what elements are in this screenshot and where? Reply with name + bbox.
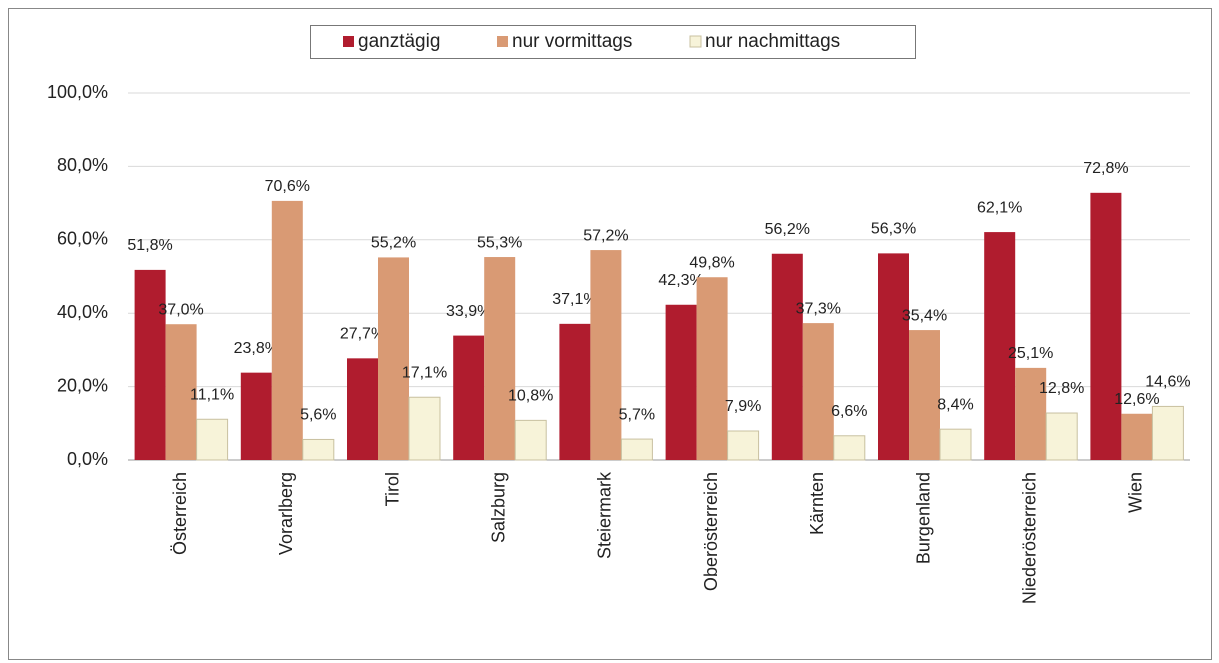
- value-label: 27,7%: [340, 326, 385, 343]
- x-tick-label: Tirol: [382, 472, 402, 506]
- legend-label: nur nachmittags: [705, 31, 840, 52]
- bar: [833, 435, 866, 461]
- bar: [1090, 192, 1122, 460]
- value-label: 33,9%: [446, 303, 491, 320]
- y-tick-label: 100,0%: [47, 82, 108, 102]
- bar: [727, 430, 760, 461]
- x-tick-label: Oberösterreich: [701, 472, 721, 591]
- value-label: 55,3%: [477, 234, 522, 251]
- legend-swatch: [689, 35, 702, 48]
- bar: [1045, 412, 1078, 461]
- bar: [559, 323, 591, 460]
- value-label: 25,1%: [1008, 345, 1053, 362]
- legend-swatch: [343, 36, 354, 47]
- value-label: 17,1%: [402, 364, 447, 381]
- y-tick-label: 60,0%: [57, 229, 108, 249]
- bar: [802, 323, 834, 460]
- legend-swatch: [497, 36, 508, 47]
- value-label: 56,3%: [871, 221, 916, 238]
- value-label: 49,8%: [689, 254, 734, 271]
- bar: [771, 253, 803, 460]
- x-tick-label: Kärnten: [807, 472, 827, 535]
- y-tick-label: 40,0%: [57, 302, 108, 322]
- legend-label: ganztägig: [358, 31, 440, 52]
- value-label: 35,4%: [902, 307, 947, 324]
- value-label: 11,1%: [190, 386, 234, 403]
- bar: [302, 438, 335, 461]
- bar: [484, 257, 516, 460]
- x-tick-label: Niederösterreich: [1019, 472, 1039, 604]
- bar: [271, 200, 303, 460]
- x-tick-label: Burgenland: [913, 472, 933, 564]
- bar: [909, 330, 940, 460]
- legend-box: [310, 25, 916, 59]
- value-label: 8,4%: [937, 396, 973, 413]
- bar: [165, 324, 197, 460]
- value-label: 72,8%: [1083, 160, 1128, 177]
- value-label: 14,6%: [1145, 374, 1190, 391]
- value-label: 6,6%: [831, 403, 867, 420]
- bar: [1015, 367, 1047, 460]
- legend-label: nur vormittags: [512, 31, 632, 52]
- value-label: 37,1%: [552, 291, 597, 308]
- bar: [590, 250, 622, 460]
- bar: [665, 304, 697, 460]
- bar: [196, 418, 229, 461]
- bar: [453, 335, 485, 460]
- bar: [984, 232, 1016, 460]
- value-label: 7,9%: [725, 398, 761, 415]
- bar: [347, 358, 378, 460]
- bar: [620, 438, 653, 461]
- x-tick-label: Wien: [1126, 472, 1146, 513]
- value-label: 10,8%: [508, 388, 553, 405]
- value-label: 62,1%: [977, 199, 1022, 216]
- value-label: 23,8%: [234, 340, 279, 357]
- x-tick-label: Österreich: [170, 472, 190, 555]
- value-label: 37,3%: [796, 300, 841, 317]
- value-label: 5,6%: [300, 407, 336, 424]
- bar: [134, 269, 166, 460]
- value-label: 70,6%: [265, 178, 310, 195]
- bar: [378, 257, 409, 460]
- y-tick-label: 0,0%: [67, 449, 108, 469]
- bar: [408, 396, 441, 461]
- value-label: 12,8%: [1039, 380, 1084, 397]
- y-tick-label: 80,0%: [57, 155, 108, 175]
- bar: [696, 277, 728, 460]
- bar: [240, 372, 272, 460]
- x-tick-label: Vorarlberg: [276, 472, 296, 555]
- bar: [514, 419, 547, 461]
- value-label: 56,2%: [765, 221, 810, 238]
- bar: [1121, 413, 1153, 460]
- value-label: 57,2%: [583, 227, 628, 244]
- value-label: 5,7%: [619, 406, 655, 423]
- value-label: 55,2%: [371, 235, 416, 252]
- bar: [1151, 405, 1184, 461]
- y-tick-label: 20,0%: [57, 375, 108, 395]
- bar: [939, 428, 972, 461]
- value-label: 12,6%: [1114, 391, 1159, 408]
- bar: [878, 253, 909, 460]
- value-label: 51,8%: [127, 237, 172, 254]
- x-tick-label: Salzburg: [488, 472, 508, 543]
- value-label: 37,0%: [158, 301, 203, 318]
- value-label: 42,3%: [658, 272, 703, 289]
- x-tick-label: Steiermark: [595, 471, 615, 559]
